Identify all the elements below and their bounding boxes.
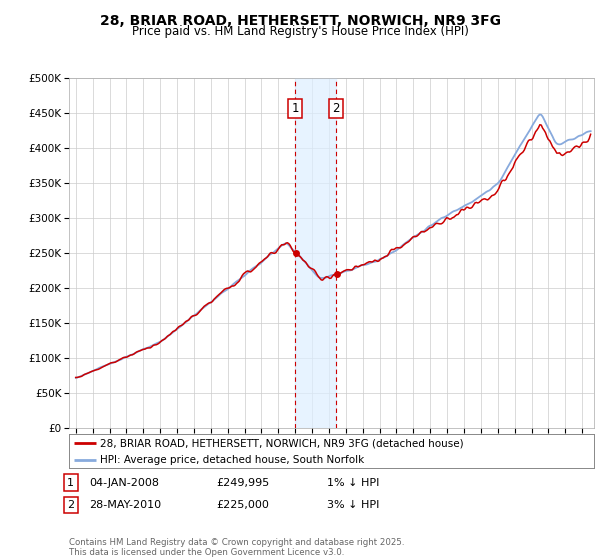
Text: HPI: Average price, detached house, South Norfolk: HPI: Average price, detached house, Sout…: [101, 455, 365, 465]
Text: 1: 1: [67, 478, 74, 488]
Bar: [295, 78, 336, 428]
Text: 3% ↓ HPI: 3% ↓ HPI: [327, 500, 379, 510]
Text: Contains HM Land Registry data © Crown copyright and database right 2025.
This d: Contains HM Land Registry data © Crown c…: [69, 538, 404, 557]
Text: 2: 2: [332, 102, 340, 115]
Text: 1: 1: [292, 102, 299, 115]
Text: Price paid vs. HM Land Registry's House Price Index (HPI): Price paid vs. HM Land Registry's House …: [131, 25, 469, 38]
Text: 1% ↓ HPI: 1% ↓ HPI: [327, 478, 379, 488]
Text: £249,995: £249,995: [216, 478, 269, 488]
Text: 28, BRIAR ROAD, HETHERSETT, NORWICH, NR9 3FG (detached house): 28, BRIAR ROAD, HETHERSETT, NORWICH, NR9…: [101, 438, 464, 449]
Text: 28-MAY-2010: 28-MAY-2010: [89, 500, 161, 510]
Text: 2: 2: [67, 500, 74, 510]
Text: £225,000: £225,000: [216, 500, 269, 510]
Text: 04-JAN-2008: 04-JAN-2008: [89, 478, 159, 488]
Text: 28, BRIAR ROAD, HETHERSETT, NORWICH, NR9 3FG: 28, BRIAR ROAD, HETHERSETT, NORWICH, NR9…: [100, 14, 500, 28]
